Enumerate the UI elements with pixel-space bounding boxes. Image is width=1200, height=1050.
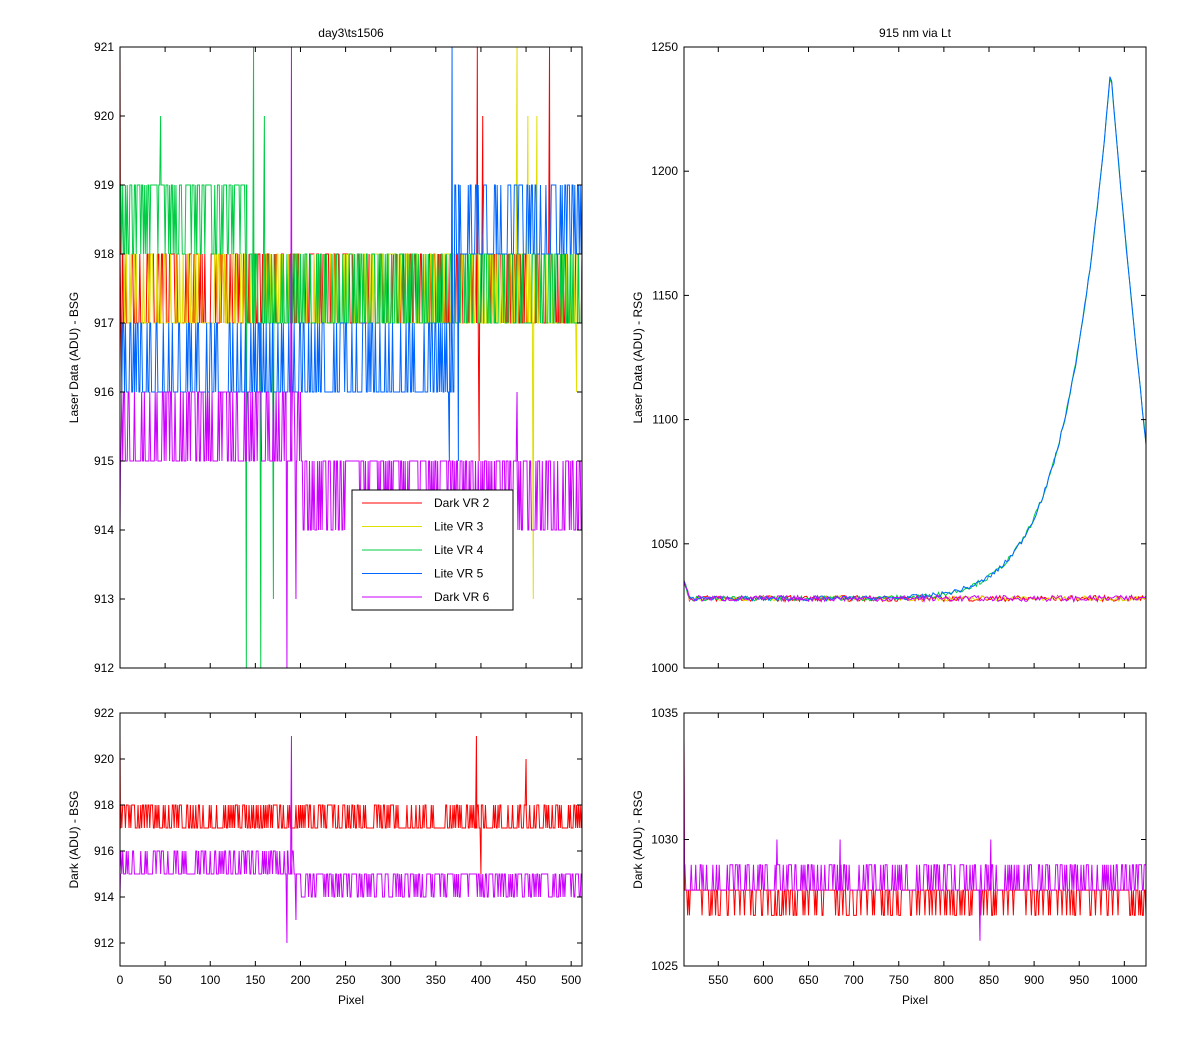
y-axis-label: Dark (ADU) - RSG bbox=[631, 790, 645, 889]
x-axis-label: Pixel bbox=[338, 993, 364, 1007]
plot-frame bbox=[683, 46, 1147, 669]
x-tick-label: 650 bbox=[799, 973, 819, 987]
y-tick-label: 1050 bbox=[651, 537, 678, 551]
x-tick-label: 100 bbox=[200, 973, 220, 987]
x-tick-label: 950 bbox=[1069, 973, 1089, 987]
legend-label: Dark VR 6 bbox=[434, 590, 490, 604]
y-tick-label: 920 bbox=[94, 752, 114, 766]
y-tick-label: 1150 bbox=[652, 288, 678, 302]
y-axis-label: Dark (ADU) - BSG bbox=[67, 790, 81, 888]
x-tick-label: 600 bbox=[753, 973, 773, 987]
y-tick-label: 1025 bbox=[651, 959, 678, 973]
series-line-dark-vr-6 bbox=[684, 738, 1146, 941]
series-line-lite-vr-4 bbox=[684, 77, 1146, 603]
y-tick-label: 917 bbox=[94, 316, 114, 330]
chart-title: day3\ts1506 bbox=[318, 26, 384, 40]
y-tick-label: 921 bbox=[94, 40, 114, 54]
x-tick-label: 50 bbox=[158, 973, 172, 987]
x-tick-label: 350 bbox=[426, 973, 446, 987]
x-tick-label: 500 bbox=[561, 973, 581, 987]
x-tick-label: 550 bbox=[708, 973, 728, 987]
y-tick-label: 912 bbox=[94, 661, 114, 675]
x-tick-label: 250 bbox=[336, 973, 356, 987]
series-line-dark-vr-2 bbox=[120, 735, 582, 875]
y-tick-label: 914 bbox=[94, 523, 114, 537]
y-tick-label: 1200 bbox=[651, 164, 678, 178]
x-axis-label: Pixel bbox=[902, 993, 928, 1007]
legend-label: Lite VR 5 bbox=[434, 567, 484, 581]
y-tick-label: 1000 bbox=[651, 661, 678, 675]
y-tick-label: 913 bbox=[94, 592, 114, 606]
chart-tl: 912 913 914 915 916 917 918 919 920 921 day3\ts150… bbox=[67, 26, 583, 675]
y-tick-label: 918 bbox=[94, 247, 114, 261]
chart-bl: 912 914 916 918 920 922 0 50 100 150 200 250 300 350 4… bbox=[67, 706, 583, 1007]
x-tick-label: 700 bbox=[844, 973, 864, 987]
plot-frame bbox=[119, 46, 583, 669]
x-tick-label: 200 bbox=[290, 973, 310, 987]
series-line-dark-vr-6 bbox=[120, 735, 582, 944]
y-tick-label: 919 bbox=[94, 178, 114, 192]
y-axis-label: Laser Data (ADU) - RSG bbox=[631, 291, 645, 423]
series-line-dark-vr-2 bbox=[684, 580, 1146, 603]
series-line-lite-vr-5 bbox=[120, 47, 582, 462]
series-line-dark-vr-6 bbox=[684, 581, 1146, 603]
series-line-lite-vr-5 bbox=[684, 76, 1146, 602]
y-tick-label: 1250 bbox=[651, 40, 678, 54]
plot-frame bbox=[119, 712, 583, 967]
legend-label: Lite VR 3 bbox=[434, 520, 484, 534]
x-tick-label: 800 bbox=[934, 973, 954, 987]
x-tick-label: 150 bbox=[245, 973, 265, 987]
series-line-lite-vr-4 bbox=[120, 47, 582, 668]
x-tick-label: 0 bbox=[117, 973, 124, 987]
x-tick-label: 450 bbox=[516, 973, 536, 987]
x-tick-label: 300 bbox=[381, 973, 401, 987]
y-tick-label: 914 bbox=[94, 890, 114, 904]
y-tick-label: 920 bbox=[94, 109, 114, 123]
x-tick-label: 900 bbox=[1024, 973, 1044, 987]
legend: Dark VR 2 Lite VR 3 Lite VR 4 Lite VR 5 Dark… bbox=[351, 489, 514, 611]
y-tick-label: 916 bbox=[94, 844, 114, 858]
chart-br: 1025 1030 1035 550 600 650 700 750 800 850 900 950 1… bbox=[631, 706, 1147, 1007]
chart-title: 915 nm via Lt bbox=[879, 26, 952, 40]
x-tick-label: 750 bbox=[889, 973, 909, 987]
x-tick-label: 850 bbox=[979, 973, 999, 987]
y-tick-label: 916 bbox=[94, 385, 114, 399]
y-tick-label: 912 bbox=[94, 936, 114, 950]
y-tick-label: 1035 bbox=[651, 706, 678, 720]
y-tick-label: 922 bbox=[94, 706, 114, 720]
chart-tr: 1000 1050 1100 1150 1200 1250 915 nm via Lt Las… bbox=[631, 26, 1147, 675]
plot-frame bbox=[683, 712, 1147, 967]
x-tick-label: 1000 bbox=[1111, 973, 1138, 987]
y-axis-label: Laser Data (ADU) - BSG bbox=[67, 292, 81, 423]
y-tick-label: 915 bbox=[94, 454, 114, 468]
x-tick-label: 400 bbox=[471, 973, 491, 987]
y-tick-label: 1030 bbox=[651, 833, 678, 847]
y-tick-label: 1100 bbox=[652, 413, 678, 427]
y-tick-label: 918 bbox=[94, 798, 114, 812]
legend-label: Lite VR 4 bbox=[434, 543, 484, 557]
legend-label: Dark VR 2 bbox=[434, 496, 490, 510]
